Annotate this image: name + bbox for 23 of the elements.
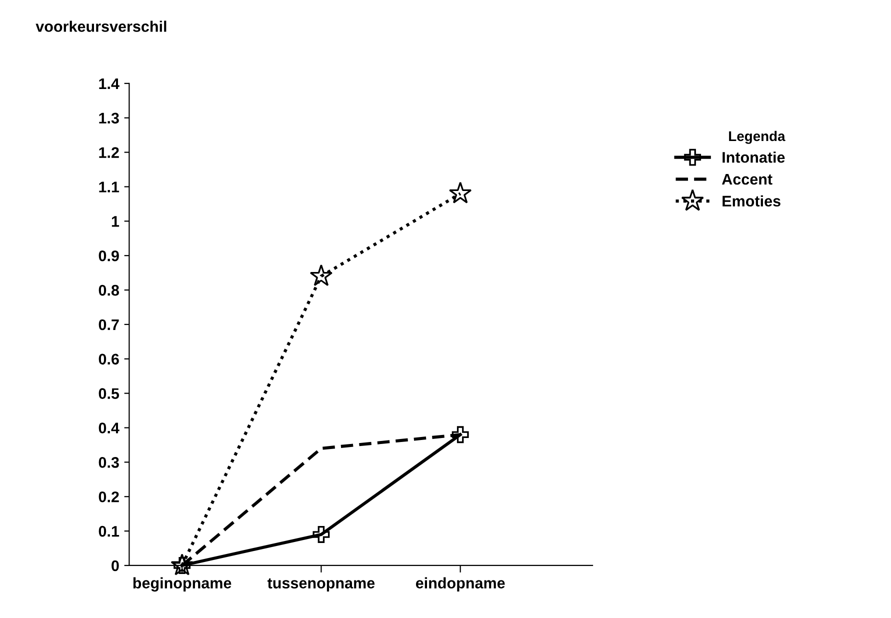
legend-label: Emoties (722, 195, 780, 207)
y-tick-label: 0.4 (98, 422, 120, 434)
y-tick-label: 1.4 (99, 78, 120, 89)
y-tick-label: 0.7 (98, 319, 119, 330)
legend-label: Intonatie (722, 152, 785, 163)
y-tick-label: 0.8 (98, 284, 120, 296)
y-tick-label: 0.3 (98, 457, 119, 468)
y-tick-label: 0.6 (98, 354, 119, 365)
y-tick-label: 0 (112, 560, 119, 572)
y-tick-label: 1 (112, 216, 120, 227)
y-tick-label: 0.5 (98, 388, 120, 399)
legend-title: Legenda (729, 130, 786, 144)
y-tick-label: 1.2 (99, 147, 119, 158)
y-tick-label: 0.9 (98, 250, 119, 262)
y-axis-title: voorkeursverschil (36, 20, 166, 32)
x-tick-label: beginopname (133, 577, 232, 592)
y-tick-label: 1.3 (99, 112, 119, 124)
y-tick-label: 1.1 (99, 182, 120, 192)
legend-label: Accent (722, 174, 772, 185)
y-tick-label: 0.1 (98, 526, 120, 537)
y-tick-label: 0.2 (98, 491, 119, 502)
x-tick-label: eindopname (416, 577, 505, 592)
x-tick-label: tussenopname (267, 578, 375, 592)
